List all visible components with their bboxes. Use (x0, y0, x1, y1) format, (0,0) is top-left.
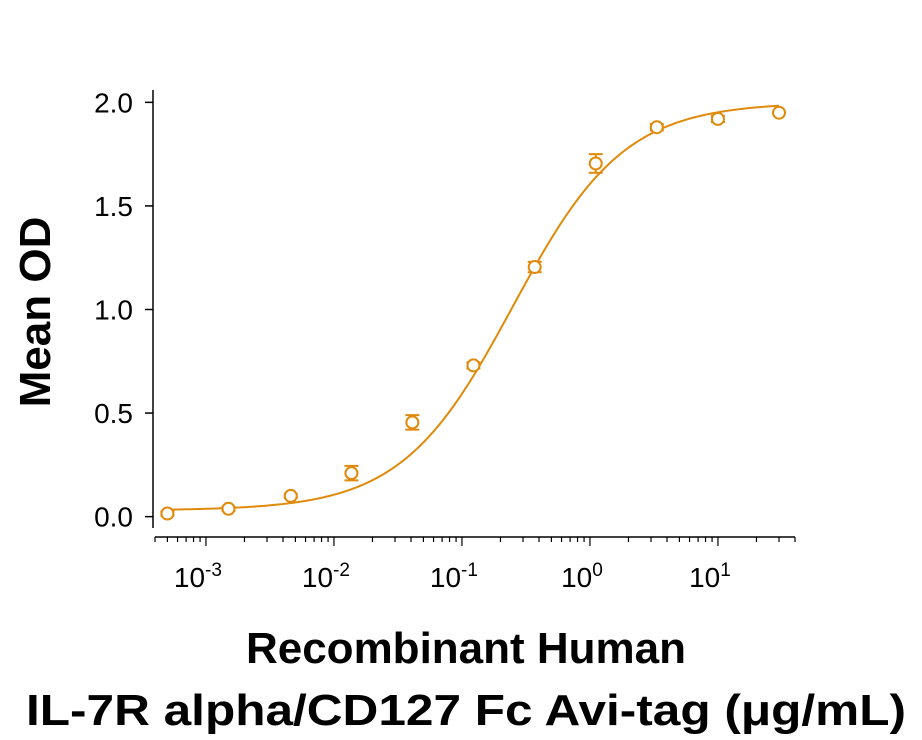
y-axis-title: Mean OD (11, 217, 60, 408)
x-tick-label: 10-3 (174, 560, 222, 593)
data-point (588, 153, 603, 174)
x-axis-title-line2: IL-7R alpha/CD127 Fc Avi-tag (μg/mL) (26, 686, 906, 735)
point-marker (772, 105, 787, 120)
point-marker (405, 415, 420, 430)
data-point (466, 358, 481, 373)
data-point (405, 414, 420, 431)
fit-curve (167, 104, 780, 511)
point-marker (283, 488, 298, 503)
point-marker (527, 260, 542, 275)
data-point (283, 488, 298, 503)
x-tick-label: 100 (561, 560, 603, 593)
point-marker (710, 111, 725, 126)
point-marker (221, 501, 236, 516)
point-marker (344, 466, 359, 481)
data-point (221, 501, 236, 516)
data-point (710, 111, 725, 126)
axes (152, 90, 795, 538)
data-point (772, 105, 787, 120)
y-tick-label: 1.0 (94, 295, 133, 326)
point-marker (160, 506, 175, 521)
y-tick-label: 0.5 (94, 398, 133, 429)
x-axis-title-line1: Recombinant Human (246, 624, 686, 673)
data-point (160, 506, 175, 521)
y-tick-label: 2.0 (94, 87, 133, 118)
data-point (344, 464, 359, 482)
x-tick-label: 101 (689, 560, 731, 593)
point-marker (588, 156, 603, 171)
data-markers (160, 105, 787, 521)
x-tick-label: 10-1 (430, 560, 478, 593)
data-point (527, 260, 542, 275)
data-point (649, 120, 664, 135)
y-tick-label: 1.5 (94, 191, 133, 222)
ticks: 0.0 0.5 1.0 1.5 2.0 10-3 10-2 10-1 100 101 (94, 87, 796, 593)
x-tick-label: 10-2 (302, 560, 350, 593)
point-marker (466, 358, 481, 373)
point-marker (649, 120, 664, 135)
y-tick-label: 0.0 (94, 502, 133, 533)
